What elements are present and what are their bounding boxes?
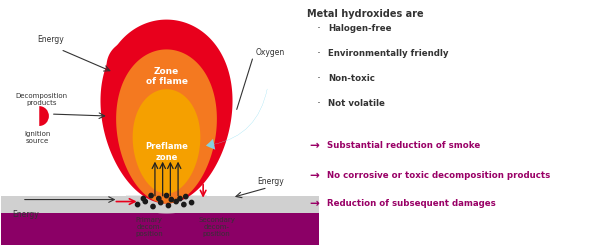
Text: Ignition
source: Ignition source — [24, 131, 50, 144]
Text: Reduction of subsequent damages: Reduction of subsequent damages — [326, 199, 495, 208]
Text: Energy: Energy — [12, 210, 39, 218]
Text: Decomposition
products: Decomposition products — [15, 93, 67, 106]
Polygon shape — [116, 49, 217, 203]
Text: Energy: Energy — [257, 177, 284, 186]
Polygon shape — [170, 51, 224, 109]
Wedge shape — [39, 106, 49, 126]
Text: Substantial reduction of smoke: Substantial reduction of smoke — [326, 141, 480, 150]
Circle shape — [143, 199, 148, 204]
Circle shape — [184, 194, 188, 199]
Text: Energy: Energy — [37, 35, 64, 45]
Text: Environmentally friendly: Environmentally friendly — [328, 49, 449, 58]
Circle shape — [158, 200, 163, 205]
FancyArrowPatch shape — [206, 89, 268, 150]
Text: Not volatile: Not volatile — [328, 99, 385, 108]
Text: Non-toxic: Non-toxic — [328, 74, 376, 83]
Text: Primary
decom-
position: Primary decom- position — [135, 217, 163, 237]
Circle shape — [174, 199, 178, 204]
Polygon shape — [106, 39, 165, 104]
Circle shape — [136, 202, 140, 207]
Text: Metal hydroxides are: Metal hydroxides are — [307, 9, 424, 19]
Text: ·: · — [317, 47, 321, 60]
Bar — [1, 212, 319, 245]
Circle shape — [178, 196, 182, 201]
Text: Oxygen: Oxygen — [255, 48, 284, 57]
Text: ·: · — [317, 97, 321, 110]
Text: No corrosive or toxic decomposition products: No corrosive or toxic decomposition prod… — [326, 171, 550, 180]
Circle shape — [190, 200, 194, 205]
Circle shape — [151, 204, 155, 209]
Circle shape — [166, 203, 170, 208]
Circle shape — [157, 196, 161, 201]
Text: Preflame
zone: Preflame zone — [145, 142, 188, 162]
Polygon shape — [126, 196, 207, 214]
Text: →: → — [309, 139, 319, 152]
Text: Halogen-free: Halogen-free — [328, 24, 392, 33]
Text: Secondary
decom-
position: Secondary decom- position — [198, 217, 235, 237]
Text: →: → — [309, 169, 319, 182]
Text: ·: · — [317, 72, 321, 85]
Circle shape — [164, 193, 169, 198]
Text: Zone
of flame: Zone of flame — [146, 67, 188, 86]
Circle shape — [182, 202, 186, 207]
Polygon shape — [133, 89, 200, 194]
Circle shape — [149, 193, 153, 198]
Bar — [1, 196, 319, 214]
Circle shape — [141, 196, 145, 201]
Text: ·: · — [317, 22, 321, 35]
Polygon shape — [100, 20, 233, 203]
Text: →: → — [309, 197, 319, 210]
Circle shape — [169, 197, 173, 202]
